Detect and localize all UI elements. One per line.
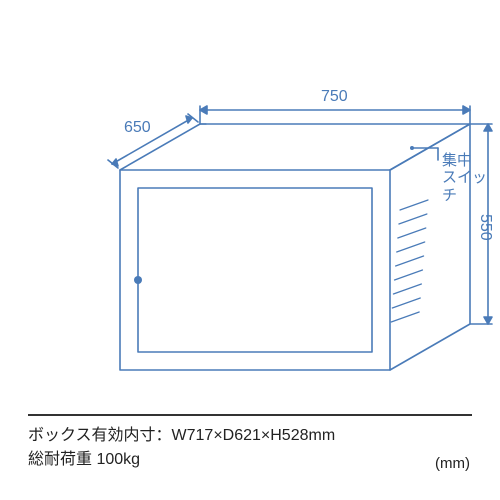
callout-label: 集中 スイッチ: [442, 152, 500, 204]
footer-line1: ボックス有効内寸：W717×D621×H528mm: [28, 424, 472, 448]
dim-depth-label: 650: [124, 119, 151, 137]
callout-line2: スイッチ: [442, 169, 487, 203]
footer-block: ボックス有効内寸：W717×D621×H528mm 総耐荷重 100kg: [28, 414, 472, 472]
dim-width-label: 750: [321, 88, 348, 106]
dim-height-label: 550: [476, 214, 494, 241]
callout-line1: 集中: [442, 152, 472, 169]
unit-label: (mm): [435, 455, 470, 472]
footer-line2: 総耐荷重 100kg: [28, 448, 472, 472]
